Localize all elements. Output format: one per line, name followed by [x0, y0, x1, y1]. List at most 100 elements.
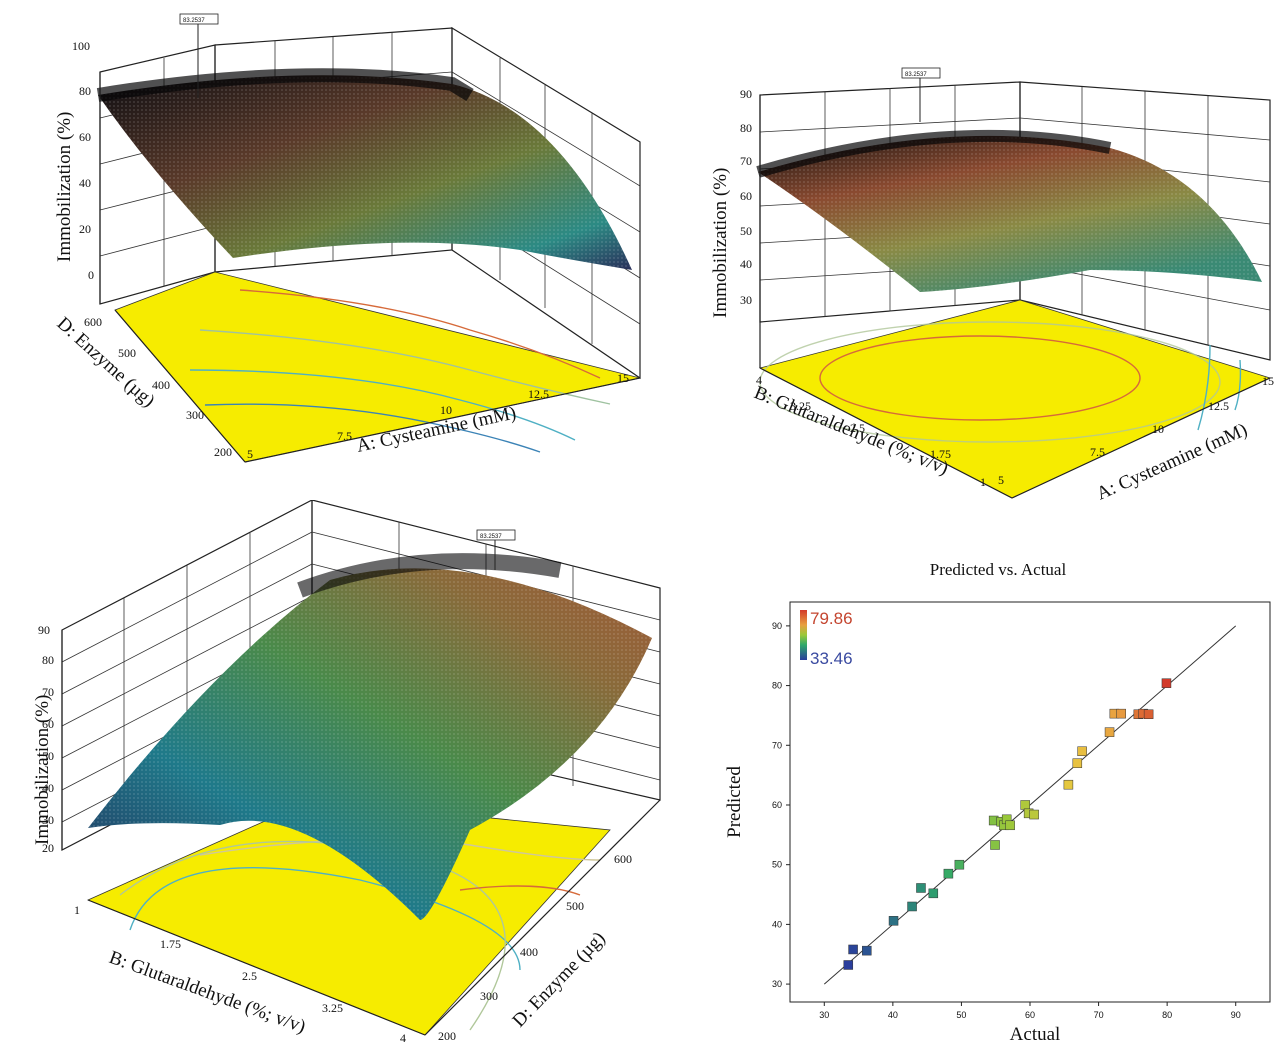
z-tick: 20 [42, 841, 54, 855]
z-ticks: 90 80 70 60 50 40 30 20 [38, 623, 54, 855]
data-point [843, 960, 854, 970]
x-tick: 5 [247, 447, 253, 461]
z-tick: 50 [740, 224, 752, 238]
x-ticks: 5 7.5 10 12.5 15 [247, 371, 629, 461]
y-tick-label: 90 [772, 621, 782, 631]
y-tick: 3.25 [790, 399, 811, 413]
x-tick: 4 [400, 1031, 406, 1045]
y-tick: 500 [566, 899, 584, 913]
y-tick: 200 [214, 445, 232, 459]
x-tick-label: 70 [1094, 1010, 1104, 1020]
z-tick: 80 [42, 653, 54, 667]
z-ticks: 100 80 60 40 20 0 [72, 39, 94, 282]
data-point [1072, 758, 1083, 768]
data-point [862, 945, 872, 956]
z-tick: 60 [740, 189, 752, 203]
x-ticks: 5 7.5 10 12.5 15 [998, 374, 1274, 487]
z-tick: 90 [38, 623, 50, 637]
y-tick-label: 70 [772, 740, 782, 750]
z-ticks: 90 80 70 60 50 40 30 [740, 87, 752, 307]
color-scale-max: 79.86 [810, 609, 853, 628]
x-tick: 12.5 [528, 387, 549, 401]
data-point [943, 868, 954, 879]
y-axis-label: D: Enzyme (µg) [508, 928, 609, 1032]
predicted-vs-actual-chart: Predicted vs. Actual 30 40 50 60 70 80 90 30 40… [724, 560, 1271, 1045]
z-axis-label: Immobilization (%) [32, 695, 53, 845]
z-tick: 20 [79, 222, 91, 236]
x-tick: 10 [1152, 422, 1164, 436]
data-points [843, 678, 1172, 970]
surface-plot-glutaraldehyde-enzyme: 83.2537 90 80 70 60 50 40 30 20 Immobili… [32, 500, 661, 1045]
data-point [990, 840, 1000, 850]
z-tick: 0 [88, 268, 94, 282]
y-tick: 500 [118, 346, 136, 360]
y-tick-label: 80 [772, 681, 782, 691]
flag-label: 83.2537 [480, 534, 502, 540]
surface-plot-cysteamine-glutaraldehyde: 83.2537 90 80 70 60 50 40 30 Immobilizat… [710, 67, 1274, 505]
y-tick-label: 40 [772, 919, 782, 929]
surface-plot-cysteamine-enzyme: 83.2537 100 80 60 40 20 0 Immobilization… [53, 13, 641, 463]
x-tick: 12.5 [1208, 399, 1229, 413]
z-tick: 100 [72, 39, 90, 53]
z-tick: 80 [740, 121, 752, 135]
data-point [954, 859, 965, 870]
y-ticks: 600 500 400 300 200 [438, 852, 632, 1043]
max-flag: 83.2537 [476, 529, 516, 570]
z-tick: 40 [79, 176, 91, 190]
y-tick: 400 [152, 378, 170, 392]
x-tick-label: 50 [956, 1010, 966, 1020]
data-point [1116, 708, 1126, 719]
y-tick-label: 50 [772, 860, 782, 870]
z-tick: 70 [740, 154, 752, 168]
x-tick-label: 90 [1231, 1010, 1241, 1020]
z-tick: 50 [42, 749, 54, 763]
data-point [907, 901, 917, 912]
y-tick: 4 [756, 373, 762, 387]
y-tick: 400 [520, 945, 538, 959]
x-tick: 10 [440, 403, 452, 417]
z-tick: 90 [740, 87, 752, 101]
z-axis-label: Immobilization (%) [710, 168, 731, 318]
y-ticks: 4 3.25 2.5 1.75 1 [756, 373, 986, 489]
max-flag: 83.2537 [179, 13, 219, 98]
data-point [1143, 709, 1154, 719]
color-scale-min: 33.46 [810, 649, 853, 668]
data-point [1063, 779, 1074, 790]
x-tick-label: 40 [888, 1010, 898, 1020]
z-tick: 60 [42, 717, 54, 731]
z-tick: 80 [79, 84, 91, 98]
y-tick-label: 30 [772, 979, 782, 989]
x-ticks: 1 1.75 2.5 3.25 4 [74, 903, 406, 1045]
y-tick: 300 [186, 408, 204, 422]
data-point [1029, 809, 1039, 820]
y-ticks: 30 40 50 60 70 80 90 [772, 621, 790, 989]
y-tick: 600 [614, 852, 632, 866]
z-tick: 70 [42, 685, 54, 699]
y-tick: 1 [980, 475, 986, 489]
flag-label: 83.2537 [183, 18, 205, 24]
contour-lines [189, 289, 611, 453]
data-point [1104, 727, 1115, 737]
data-point [888, 916, 899, 926]
data-point [1020, 800, 1030, 810]
color-scale-bar [800, 610, 807, 660]
z-tick: 30 [42, 813, 54, 827]
x-tick-label: 30 [819, 1010, 829, 1020]
x-tick-label: 80 [1162, 1010, 1172, 1020]
x-tick: 2.5 [242, 969, 257, 983]
x-tick: 1.75 [160, 937, 181, 951]
z-tick: 40 [42, 781, 54, 795]
y-tick: 600 [84, 315, 102, 329]
y-axis-label: Predicted [724, 766, 745, 838]
x-tick: 5 [998, 473, 1004, 487]
x-tick: 15 [1262, 374, 1274, 388]
x-tick: 7.5 [1090, 445, 1105, 459]
plot-area [789, 601, 1271, 1003]
x-tick: 15 [617, 371, 629, 385]
y-ticks: 600 500 400 300 200 [84, 315, 232, 459]
y-tick: 1.75 [930, 447, 951, 461]
flag-label: 83.2537 [905, 72, 927, 78]
data-point [928, 888, 939, 899]
z-tick: 30 [740, 293, 752, 307]
z-tick: 40 [740, 257, 752, 271]
